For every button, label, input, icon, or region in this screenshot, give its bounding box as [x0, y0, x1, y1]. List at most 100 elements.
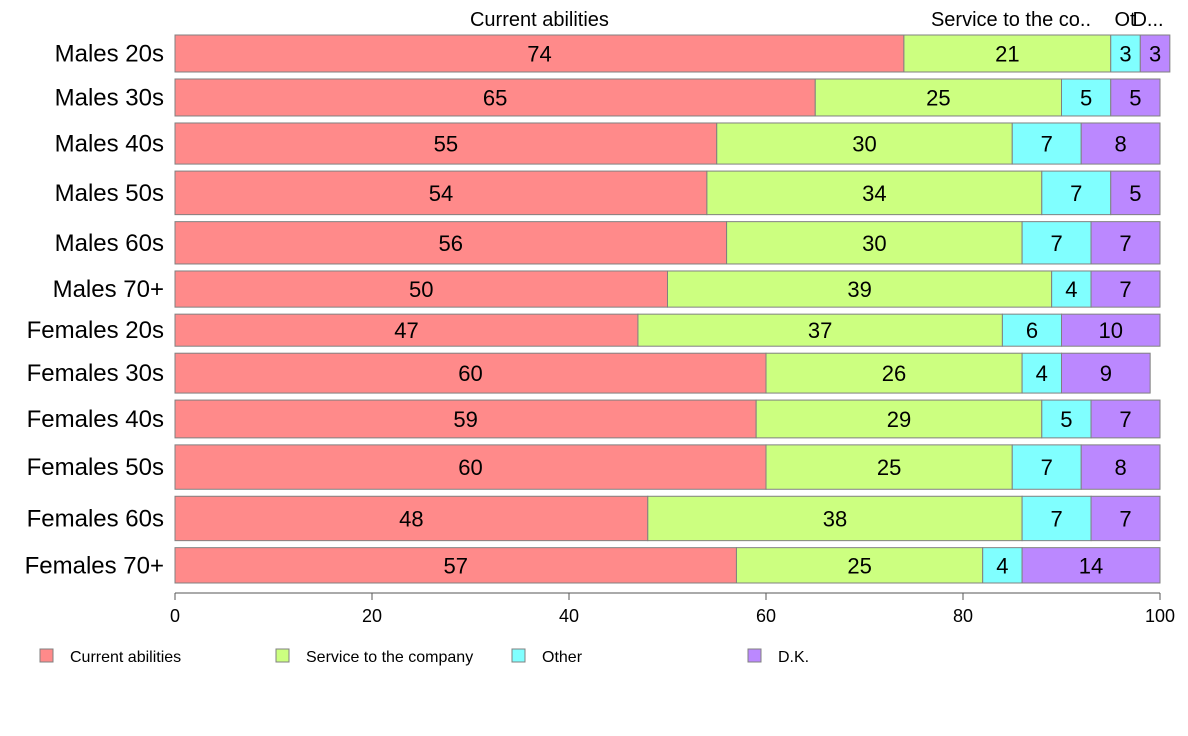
data-label: 25	[847, 553, 871, 578]
data-label: 4	[1065, 277, 1077, 302]
data-label: 50	[409, 277, 433, 302]
data-label: 4	[1036, 361, 1048, 386]
data-label: 7	[1050, 506, 1062, 531]
bar-segment	[174, 34, 905, 73]
top-series-label: Ot	[1114, 9, 1136, 31]
data-label: 7	[1119, 277, 1131, 302]
category-label: Males 60s	[55, 230, 164, 257]
data-label: 14	[1079, 553, 1103, 578]
data-label: 47	[394, 318, 418, 343]
bar-segment	[1021, 495, 1092, 542]
x-tick-label: 20	[362, 606, 382, 626]
bar-segment	[667, 270, 1053, 308]
bar-segment	[1061, 78, 1112, 117]
bar-segment	[174, 352, 767, 394]
data-label: 25	[877, 455, 901, 480]
data-label: 60	[458, 361, 482, 386]
bar-segment	[706, 170, 1043, 216]
bar-segment	[1041, 399, 1092, 439]
data-label: 8	[1114, 455, 1126, 480]
data-label: 38	[823, 506, 847, 531]
data-label: 30	[862, 231, 886, 256]
category-label: Females 60s	[27, 505, 164, 532]
x-tick-label: 0	[170, 606, 180, 626]
bar-segment	[1001, 313, 1063, 347]
legend-label: Service to the company	[306, 649, 473, 666]
data-label: 4	[996, 553, 1008, 578]
bar-segment	[174, 78, 816, 117]
data-label: 5	[1129, 181, 1141, 206]
data-label: 7	[1119, 506, 1131, 531]
bar-segment	[982, 547, 1023, 584]
data-label: 21	[995, 41, 1019, 66]
data-label: 59	[453, 407, 477, 432]
category-label: Males 70+	[53, 276, 164, 303]
legend-swatch	[511, 648, 526, 663]
bar-segment	[1090, 495, 1161, 542]
bar-segment	[174, 170, 708, 216]
data-label: 3	[1119, 41, 1131, 66]
bar-segment	[1090, 270, 1161, 308]
data-label: 7	[1041, 455, 1053, 480]
bar-segment	[1090, 221, 1161, 265]
bar-segment	[716, 122, 1013, 165]
legend-label: Current abilities	[70, 649, 181, 666]
data-label: 7	[1119, 407, 1131, 432]
bar-segment	[814, 78, 1062, 117]
category-label: Females 50s	[27, 454, 164, 481]
data-label: 56	[439, 231, 463, 256]
data-label: 55	[434, 132, 458, 157]
bar-segment	[174, 221, 728, 265]
data-label: 5	[1129, 85, 1141, 110]
data-label: 48	[399, 506, 423, 531]
data-label: 7	[1050, 231, 1062, 256]
data-label: 26	[882, 361, 906, 386]
bar-segment	[647, 495, 1023, 542]
data-label: 34	[862, 181, 886, 206]
data-label: 7	[1119, 231, 1131, 256]
data-label: 8	[1114, 132, 1126, 157]
top-series-label: Current abilities	[470, 9, 609, 31]
bar-segment	[1139, 34, 1171, 73]
data-label: 5	[1060, 407, 1072, 432]
x-tick-label: 80	[953, 606, 973, 626]
data-label: 10	[1099, 318, 1123, 343]
data-label: 60	[458, 455, 482, 480]
category-label: Males 20s	[55, 40, 164, 67]
bar-segment	[174, 495, 649, 542]
bar-segment	[755, 399, 1043, 439]
data-label: 29	[887, 407, 911, 432]
legend-swatch	[39, 648, 54, 663]
bar-segment	[174, 313, 639, 347]
category-label: Males 50s	[55, 180, 164, 207]
category-label: Females 20s	[27, 317, 164, 344]
data-label: 7	[1070, 181, 1082, 206]
bar-segment	[1080, 444, 1161, 490]
legend-swatch	[747, 648, 762, 663]
bar-segment	[174, 444, 767, 490]
data-label: 6	[1026, 318, 1038, 343]
category-label: Females 30s	[27, 360, 164, 387]
data-label: 7	[1041, 132, 1053, 157]
bar-segment	[1061, 352, 1151, 394]
category-label: Females 70+	[25, 552, 164, 579]
legend-label: D.K.	[778, 649, 809, 666]
category-label: Males 40s	[55, 131, 164, 158]
bar-segment	[1110, 78, 1161, 117]
bar-segment	[1011, 444, 1082, 490]
bar-segment	[1021, 547, 1161, 584]
category-label: Males 30s	[55, 84, 164, 111]
data-label: 5	[1080, 85, 1092, 110]
x-tick-label: 60	[756, 606, 776, 626]
data-label: 30	[852, 132, 876, 157]
bar-segment	[903, 34, 1112, 73]
data-label: 25	[926, 85, 950, 110]
bar-segment	[1090, 399, 1161, 439]
bar-segment	[1110, 34, 1141, 73]
data-label: 54	[429, 181, 453, 206]
data-label: 65	[483, 85, 507, 110]
bar-segment	[1061, 313, 1161, 347]
x-tick-label: 40	[559, 606, 579, 626]
x-tick-label: 100	[1145, 606, 1175, 626]
